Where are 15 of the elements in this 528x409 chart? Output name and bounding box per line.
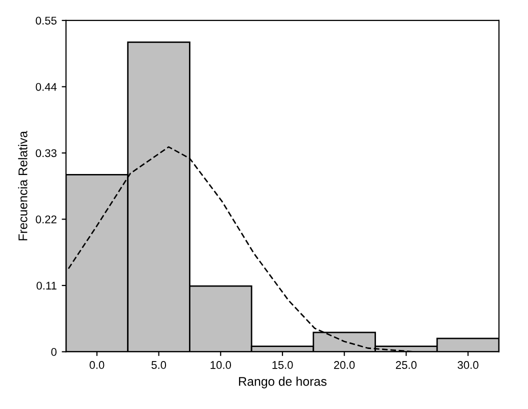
y-tick-label: 0.44 bbox=[36, 82, 57, 91]
x-tick-label: 0.0 bbox=[90, 361, 104, 369]
x-tick-label: 30.0 bbox=[458, 361, 478, 369]
y-tick-label: 0.11 bbox=[36, 282, 56, 290]
x-tick-label: 10.0 bbox=[210, 361, 232, 369]
y-axis-title: Frecuencia Relativa bbox=[18, 130, 28, 240]
x-tick-label: 15.0 bbox=[272, 361, 293, 369]
y-tick-label: 0.33 bbox=[36, 149, 56, 158]
x-tick-label: 5.0 bbox=[152, 361, 166, 369]
x-tick-label: 25.0 bbox=[396, 361, 417, 369]
y-tick-label: 0.55 bbox=[36, 16, 57, 25]
x-axis-title: Rango de horas bbox=[239, 376, 327, 388]
y-tick-label: 0.22 bbox=[36, 215, 56, 224]
x-tick-label: 20.0 bbox=[334, 361, 355, 369]
y-tick-label: 0 bbox=[51, 348, 57, 356]
